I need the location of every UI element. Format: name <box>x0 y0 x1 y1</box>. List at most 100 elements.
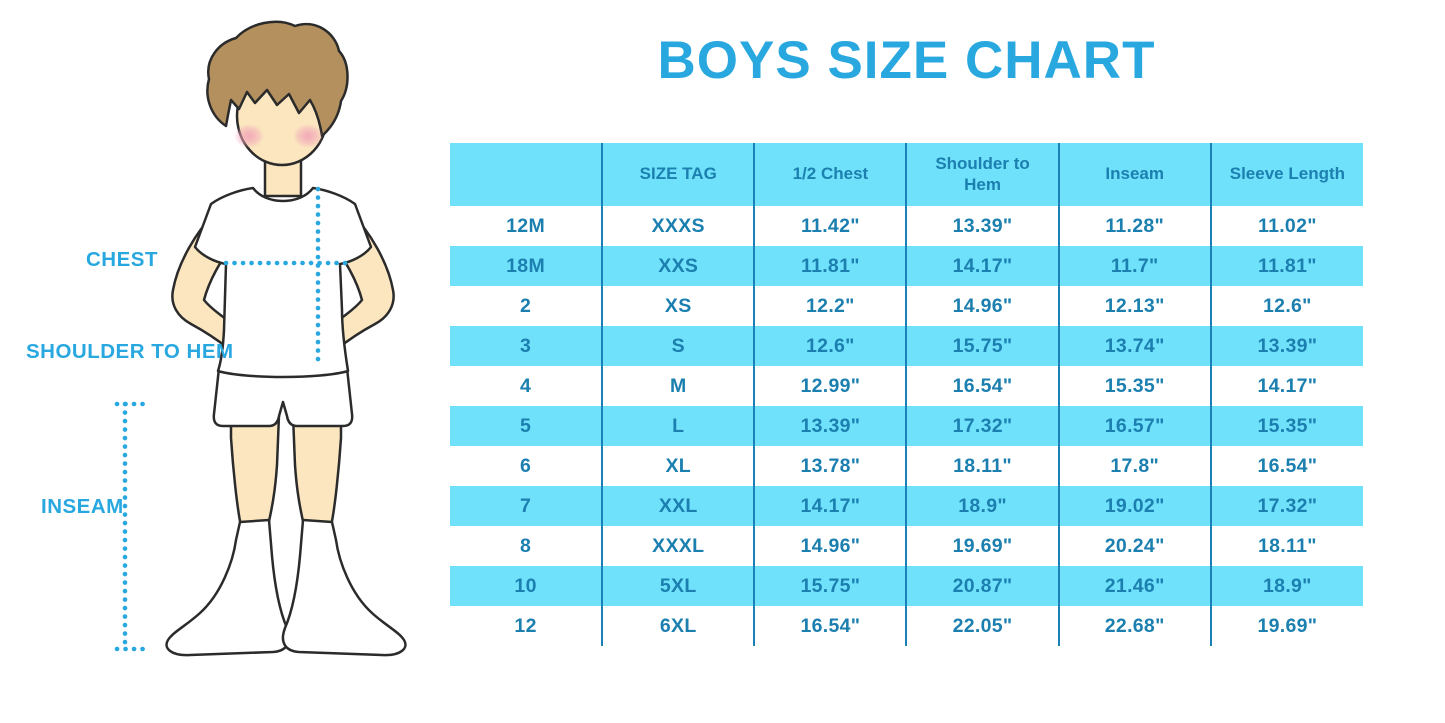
size-cell: 6 <box>520 454 532 477</box>
measurement-cell: 12.6" <box>753 326 907 366</box>
table-row: 18M XXS 11.81" 14.17" 11.7" 11.81" <box>450 246 1363 286</box>
measurement-cell: 21.46" <box>1057 566 1211 606</box>
measurement-cell: 19.02" <box>1057 486 1211 526</box>
measurement-cell: 13.74" <box>1057 326 1211 366</box>
measurement-cell: 16.54" <box>1209 446 1363 486</box>
measurement-cell: 16.57" <box>1057 406 1211 446</box>
table-row: 10 5XL 15.75" 20.87" 21.46" 18.9" <box>450 566 1363 606</box>
size-cell: 5 <box>450 406 603 446</box>
measurement-cell: XXXS <box>601 206 755 246</box>
shoulder-to-hem-label: SHOULDER TO HEM <box>26 340 234 363</box>
size-cell: 3 <box>450 326 603 366</box>
header-cell-half-chest: 1/2 Chest <box>753 143 907 206</box>
left-cheek-blush <box>234 124 264 148</box>
measurement-cell: 13.78" <box>753 446 907 486</box>
t-shirt <box>193 186 373 379</box>
table-row: 6 XL 13.78" 18.11" 17.8" 16.54" <box>450 446 1363 486</box>
left-leg <box>229 413 281 528</box>
right-sock <box>281 518 407 657</box>
table-row: 2 XS 12.2" 14.96" 12.13" 12.6" <box>450 286 1363 326</box>
measurement-cell: 16.54" <box>905 366 1059 406</box>
measurement-cell: 18.9" <box>905 486 1059 526</box>
measurement-cell: L <box>601 406 755 446</box>
measurement-cell: 14.96" <box>905 286 1059 326</box>
measurement-cell: 17.32" <box>905 406 1059 446</box>
size-table: SIZE TAG 1/2 Chest Shoulder to Hem Insea… <box>450 143 1363 646</box>
measurement-cell: 13.39" <box>753 406 907 446</box>
measurement-cell: 16.54" <box>753 606 907 646</box>
measurement-cell: 18.9" <box>1209 566 1363 606</box>
table-header-row: SIZE TAG 1/2 Chest Shoulder to Hem Insea… <box>450 143 1363 206</box>
measurement-cell: 19.69" <box>1209 606 1363 646</box>
measurement-cell: M <box>601 366 755 406</box>
measurement-cell: 15.75" <box>905 326 1059 366</box>
header-cell-blank <box>450 143 603 206</box>
measurement-cell: XS <box>601 286 755 326</box>
measurement-cell: 6XL <box>601 606 755 646</box>
page-title: BOYS SIZE CHART <box>657 31 1156 90</box>
shorts <box>212 366 354 428</box>
chest-label: CHEST <box>86 248 158 271</box>
size-cell: 4 <box>520 374 532 397</box>
table-row: 12M XXXS 11.42" 13.39" 11.28" 11.02" <box>450 206 1363 246</box>
measurement-cell: 12.13" <box>1057 286 1211 326</box>
size-cell: 12M <box>506 214 545 237</box>
measurement-cell: 17.8" <box>1057 446 1211 486</box>
measurement-cell: 14.96" <box>753 526 907 566</box>
size-cell: 2 <box>520 294 532 317</box>
measurement-cell: 11.81" <box>1209 246 1363 286</box>
header-cell-sleeve-length: Sleeve Length <box>1209 143 1363 206</box>
measurement-cell: S <box>601 326 755 366</box>
left-sock <box>165 518 291 657</box>
measurement-cell: 11.28" <box>1057 206 1211 246</box>
measurement-cell: 11.81" <box>753 246 907 286</box>
table-row: 3 S 12.6" 15.75" 13.74" 13.39" <box>450 326 1363 366</box>
measurement-cell: XXS <box>601 246 755 286</box>
measurement-cell: 11.02" <box>1209 206 1363 246</box>
measurement-cell: 19.69" <box>905 526 1059 566</box>
measurement-cell: 11.42" <box>753 206 907 246</box>
size-cell: 10 <box>450 566 603 606</box>
measurement-cell: XXL <box>601 486 755 526</box>
measurement-cell: 20.87" <box>905 566 1059 606</box>
measurement-cell: 12.2" <box>753 286 907 326</box>
header-cell-size-tag: SIZE TAG <box>601 143 755 206</box>
measurement-cell: 18.11" <box>905 446 1059 486</box>
measurement-cell: 14.17" <box>1209 366 1363 406</box>
size-cell: 7 <box>450 486 603 526</box>
hair <box>206 20 349 138</box>
size-cell: 8 <box>520 534 532 557</box>
measurement-cell: 15.35" <box>1057 366 1211 406</box>
measurement-cell: XL <box>601 446 755 486</box>
size-cell: 12 <box>514 614 537 637</box>
measurement-cell: 12.99" <box>753 366 907 406</box>
size-table-body: 12M XXXS 11.42" 13.39" 11.28" 11.02" 18M XXS 11.… <box>450 206 1363 646</box>
header-cell-inseam: Inseam <box>1057 143 1211 206</box>
boy-figure-illustration <box>114 20 407 657</box>
table-row: 8 XXXL 14.96" 19.69" 20.24" 18.11" <box>450 526 1363 566</box>
measurement-cell: 17.32" <box>1209 486 1363 526</box>
measurement-cell: 5XL <box>601 566 755 606</box>
inseam-label: INSEAM <box>41 495 124 518</box>
measurement-cell: 15.35" <box>1209 406 1363 446</box>
measurement-cell: XXXL <box>601 526 755 566</box>
measurement-cell: 18.11" <box>1209 526 1363 566</box>
table-row: 5 L 13.39" 17.32" 16.57" 15.35" <box>450 406 1363 446</box>
right-leg <box>291 413 343 528</box>
size-cell: 18M <box>450 246 603 286</box>
table-row: 7 XXL 14.17" 18.9" 19.02" 17.32" <box>450 486 1363 526</box>
measurement-cell: 13.39" <box>905 206 1059 246</box>
table-row: 12 6XL 16.54" 22.05" 22.68" 19.69" <box>450 606 1363 646</box>
measurement-cell: 22.05" <box>905 606 1059 646</box>
measurement-cell: 22.68" <box>1057 606 1211 646</box>
measurement-cell: 15.75" <box>753 566 907 606</box>
measurement-cell: 13.39" <box>1209 326 1363 366</box>
right-cheek-blush <box>293 124 323 148</box>
header-cell-shoulder-to-hem: Shoulder to Hem <box>905 143 1059 206</box>
size-table-header: SIZE TAG 1/2 Chest Shoulder to Hem Insea… <box>450 143 1363 206</box>
measurement-cell: 20.24" <box>1057 526 1211 566</box>
measurement-cell: 14.17" <box>905 246 1059 286</box>
measurement-cell: 14.17" <box>753 486 907 526</box>
measurement-cell: 11.7" <box>1057 246 1211 286</box>
